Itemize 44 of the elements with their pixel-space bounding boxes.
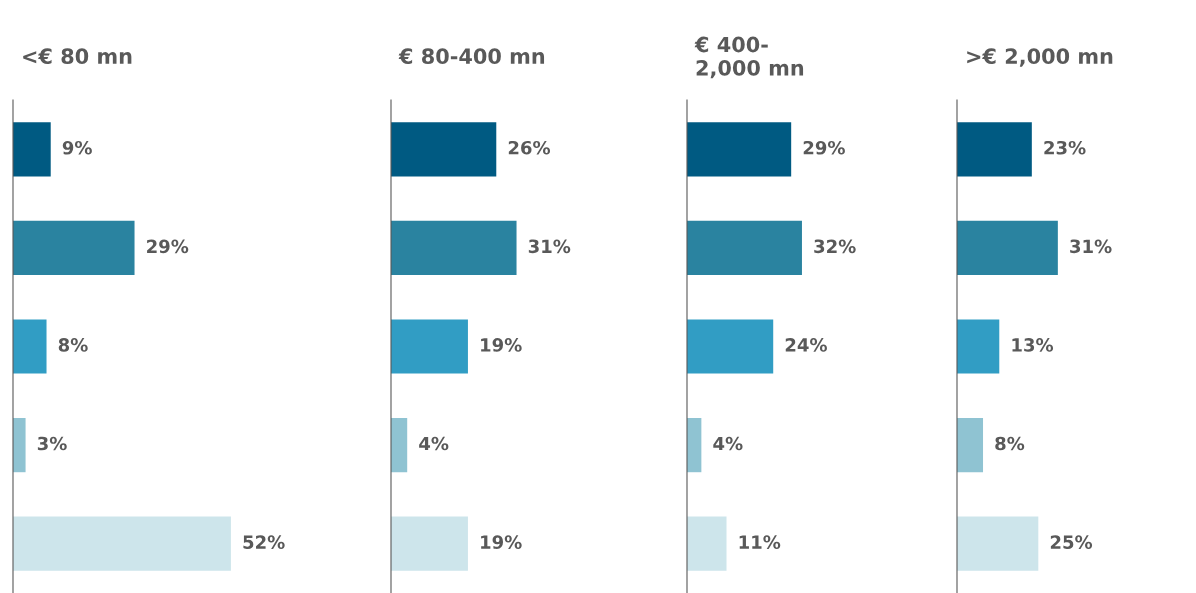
- data-label: 13%: [1012, 338, 1054, 352]
- bar: [391, 319, 468, 374]
- bar: [13, 220, 135, 276]
- bar: [391, 122, 497, 177]
- bar: [687, 417, 702, 473]
- bar: [13, 319, 47, 374]
- data-label: 8%: [995, 436, 1025, 451]
- bar: [687, 122, 792, 177]
- data-label: 52%: [243, 535, 285, 549]
- data-label: 29%: [803, 140, 845, 155]
- data-label: 25%: [1050, 535, 1093, 549]
- data-label: 19%: [481, 338, 522, 352]
- bar: [957, 122, 1032, 177]
- data-label: 4%: [713, 436, 743, 451]
- bar: [391, 220, 517, 276]
- bar: [13, 122, 51, 177]
- data-label: 31%: [1070, 239, 1112, 254]
- data-label: 11%: [739, 535, 781, 549]
- data-label: 24%: [785, 338, 827, 352]
- data-label: 29%: [147, 239, 189, 254]
- data-label: 26%: [508, 140, 551, 155]
- bar: [391, 417, 408, 473]
- bar: [391, 516, 468, 571]
- chart-title: € 400- 2,000 mn: [694, 36, 804, 79]
- chart-title: € 80-400 mn: [398, 48, 545, 65]
- bar: [957, 220, 1058, 276]
- data-label: 23%: [1044, 140, 1086, 155]
- chart-title: >€ 2,000 mn: [967, 48, 1113, 67]
- data-label: 8%: [58, 338, 88, 352]
- bar: [687, 516, 727, 571]
- bar: [13, 516, 231, 571]
- bar: [957, 516, 1039, 571]
- data-label: 4%: [419, 436, 449, 451]
- bar: [13, 417, 26, 473]
- data-label: 3%: [37, 436, 67, 451]
- chart-title: <€ 80 mn: [23, 48, 132, 65]
- bar: [687, 220, 802, 276]
- bar: [957, 319, 1000, 374]
- data-label: 31%: [528, 239, 571, 254]
- data-label: 9%: [62, 140, 92, 155]
- data-label: 32%: [814, 239, 856, 254]
- data-label: 19%: [481, 535, 522, 549]
- bar: [687, 319, 774, 374]
- bar: [957, 417, 984, 473]
